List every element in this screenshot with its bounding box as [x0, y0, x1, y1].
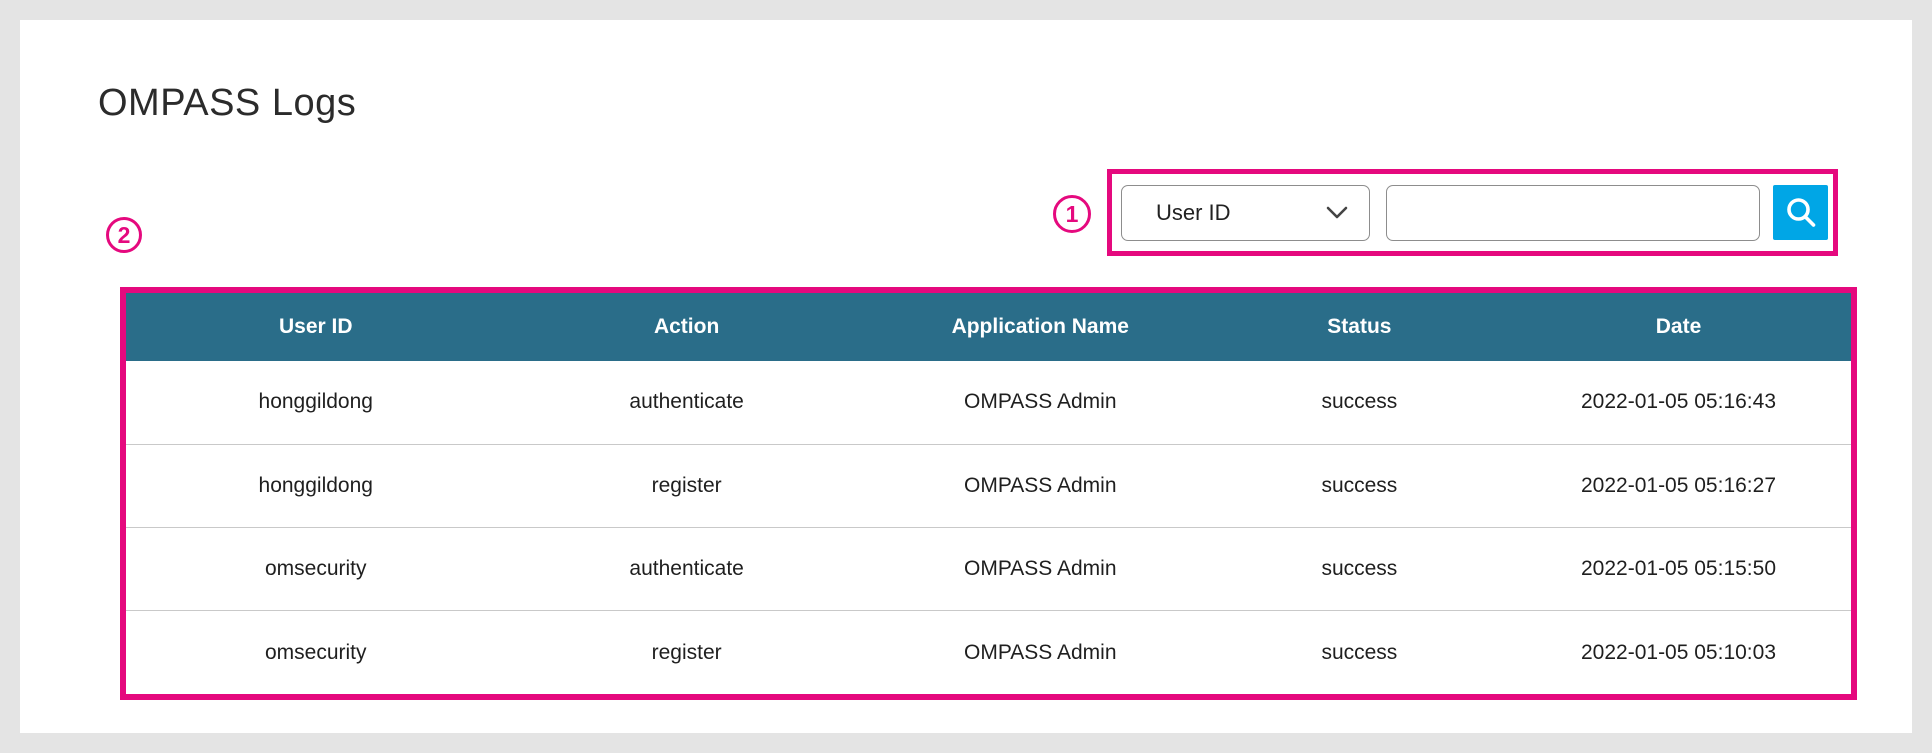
cell-user-id: honggildong — [126, 443, 506, 528]
cell-user-id: omsecurity — [126, 610, 506, 694]
cell-application-name: OMPASS Admin — [867, 526, 1213, 611]
cell-date: 2022-01-05 05:15:50 — [1506, 526, 1851, 611]
cell-date: 2022-01-05 05:16:43 — [1506, 361, 1851, 445]
column-header-date: Date — [1506, 293, 1851, 361]
search-icon — [1786, 197, 1815, 227]
cell-application-name: OMPASS Admin — [867, 610, 1213, 694]
search-filter-select-wrap: User ID — [1121, 184, 1370, 241]
cell-application-name: OMPASS Admin — [867, 443, 1213, 528]
cell-user-id: honggildong — [126, 361, 506, 445]
column-header-application-name: Application Name — [867, 293, 1213, 361]
search-filter-select[interactable]: User ID — [1121, 184, 1370, 241]
table-row: honggildong authenticate OMPASS Admin su… — [126, 361, 1851, 445]
search-input[interactable] — [1386, 184, 1760, 241]
cell-status: success — [1212, 361, 1506, 445]
annotation-2-label: 2 — [117, 221, 131, 248]
search-button[interactable] — [1773, 185, 1828, 240]
annotation-circle-2: 2 — [106, 217, 142, 253]
cell-status: success — [1212, 610, 1506, 694]
cell-application-name: OMPASS Admin — [867, 361, 1213, 445]
logs-table: User ID Action Application Name Status D… — [126, 293, 1851, 694]
annotation-1-label: 1 — [1065, 200, 1079, 227]
logs-table-frame: User ID Action Application Name Status D… — [120, 287, 1857, 700]
cell-date: 2022-01-05 05:10:03 — [1506, 610, 1851, 694]
cell-status: success — [1212, 526, 1506, 611]
annotation-circle-1: 1 — [1053, 195, 1091, 233]
search-panel: User ID — [1107, 169, 1838, 256]
content-card: OMPASS Logs 1 User ID 2 Use — [20, 20, 1912, 733]
cell-action: register — [505, 443, 868, 528]
cell-action: register — [505, 610, 868, 694]
cell-date: 2022-01-05 05:16:27 — [1506, 443, 1851, 528]
table-row: omsecurity register OMPASS Admin success… — [126, 610, 1851, 694]
page-title: OMPASS Logs — [98, 82, 357, 124]
cell-user-id: omsecurity — [126, 526, 506, 611]
table-row: omsecurity authenticate OMPASS Admin suc… — [126, 526, 1851, 611]
cell-action: authenticate — [505, 361, 868, 445]
column-header-status: Status — [1212, 293, 1506, 361]
table-header-row: User ID Action Application Name Status D… — [126, 293, 1851, 361]
cell-status: success — [1212, 443, 1506, 528]
column-header-user-id: User ID — [126, 293, 506, 361]
table-row: honggildong register OMPASS Admin succes… — [126, 443, 1851, 528]
column-header-action: Action — [505, 293, 868, 361]
cell-action: authenticate — [505, 526, 868, 611]
